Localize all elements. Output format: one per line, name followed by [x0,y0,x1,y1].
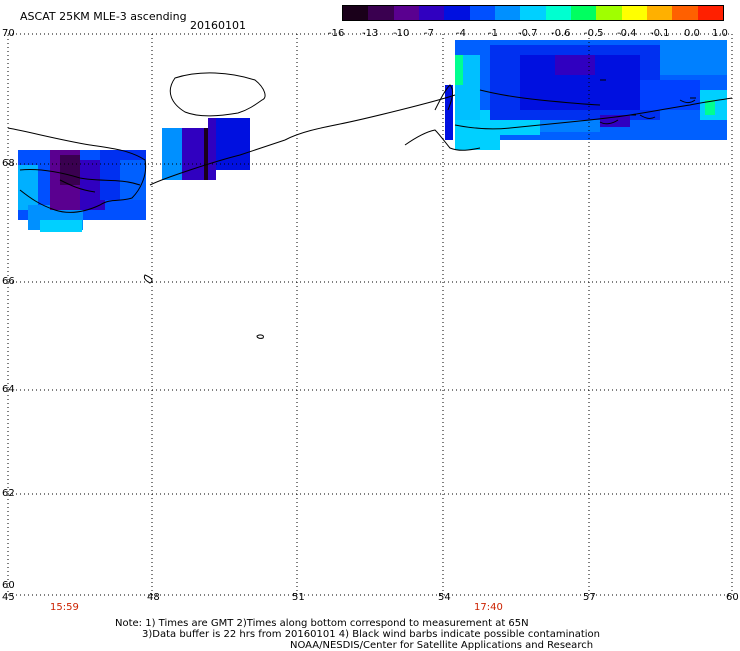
swath-middle [162,118,250,180]
colorbar-swatch-14 [697,6,723,20]
colorbar-swatch-8 [545,6,571,20]
colorbar-label-1: -13 [362,28,379,39]
colorbar-swatch-13 [672,6,698,20]
graticule [8,34,732,595]
swath-right [445,40,727,150]
colorbar-swatch-1 [368,6,394,20]
colorbar-label-9: -0.4 [617,28,637,39]
lon-label-51: 51 [292,592,305,603]
lat-label-68: 68 [2,158,15,169]
colorbar-label-2: -10 [393,28,410,39]
note-line-3: NOAA/NESDIS/Center for Satellite Applica… [290,640,594,651]
colorbar-swatch-11 [621,6,647,20]
lon-label-60: 60 [726,592,739,603]
map-title: ASCAT 25KM MLE-3 ascending [20,10,187,23]
colorbar-swatch-2 [393,6,419,20]
colorbar-swatch-7 [520,6,546,20]
colorbar-swatch-0 [343,6,369,20]
colorbar-swatch-4 [444,6,470,20]
colorbar-label-8: -0.5 [584,28,604,39]
colorbar-swatch-9 [570,6,597,20]
colorbar-label-11: 0.0 [684,28,700,39]
swath-left [18,150,146,232]
coastlines [7,72,733,339]
lon-label-57: 57 [583,592,596,603]
lat-label-70: 70 [2,28,15,39]
lat-label-62: 62 [2,488,15,499]
time-left: 15:59 [50,602,79,613]
colorbar-swatch-5 [469,6,495,20]
time-right: 17:40 [474,602,503,613]
note-line-1: Note: 1) Times are GMT 2)Times along bot… [115,618,529,629]
note-line-2: 3)Data buffer is 22 hrs from 20160101 4)… [142,629,600,640]
colorbar-label-6: -0.7 [518,28,538,39]
map-frame [7,33,733,596]
lat-label-64: 64 [2,384,15,395]
colorbar [342,5,724,21]
lat-label-60: 60 [2,580,15,591]
lon-label-54: 54 [438,592,451,603]
lat-label-66: 66 [2,276,15,287]
map-date: 20160101 [190,19,246,32]
lon-label-45: 45 [2,592,15,603]
colorbar-swatch-10 [596,6,622,20]
colorbar-swatch-6 [494,6,521,20]
colorbar-swatch-12 [646,6,673,20]
colorbar-label-10: -0.1 [650,28,670,39]
colorbar-swatch-3 [418,6,445,20]
wind-barbs [600,79,696,116]
lon-label-48: 48 [147,592,160,603]
colorbar-label-12: 1.0 [712,28,728,39]
